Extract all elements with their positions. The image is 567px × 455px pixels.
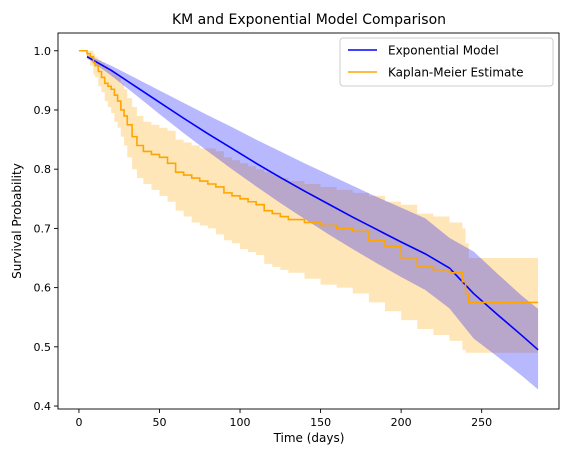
band-kaplan-meier-estimate xyxy=(78,50,539,353)
legend-box xyxy=(339,37,554,87)
x-tick-label: 0 xyxy=(75,416,82,429)
y-tick-label: 0.5 xyxy=(34,341,52,354)
legend: Exponential Model Kaplan-Meier Estimate xyxy=(339,37,554,87)
x-axis-label: Time (days) xyxy=(273,431,345,445)
y-tick-label: 0.6 xyxy=(34,282,52,295)
legend-label-exponential-model: Exponential Model xyxy=(388,44,499,58)
x-axis: 0 50 100 150 200 250 xyxy=(75,409,492,429)
x-tick-label: 200 xyxy=(391,416,412,429)
plot-frame xyxy=(57,32,560,410)
chart-title: KM and Exponential Model Comparison xyxy=(172,12,446,28)
series-line-kaplan-meier-estimate xyxy=(78,49,539,304)
y-tick-label: 0.7 xyxy=(34,222,52,235)
y-axis: 0.4 0.5 0.6 0.7 0.8 0.9 1.0 xyxy=(34,45,58,413)
x-tick-label: 150 xyxy=(310,416,331,429)
series-lines xyxy=(78,49,539,351)
x-tick-label: 250 xyxy=(471,416,492,429)
y-tick-label: 0.8 xyxy=(34,163,52,176)
y-tick-label: 1.0 xyxy=(34,45,52,58)
y-tick-label: 0.9 xyxy=(34,104,52,117)
y-axis-label: Survival Probability xyxy=(10,163,24,279)
series-line-exponential-model xyxy=(86,55,539,351)
x-tick-label: 100 xyxy=(230,416,251,429)
legend-label-kaplan-meier-estimate: Kaplan-Meier Estimate xyxy=(388,66,523,80)
y-tick-label: 0.4 xyxy=(34,400,52,413)
x-tick-label: 50 xyxy=(152,416,166,429)
